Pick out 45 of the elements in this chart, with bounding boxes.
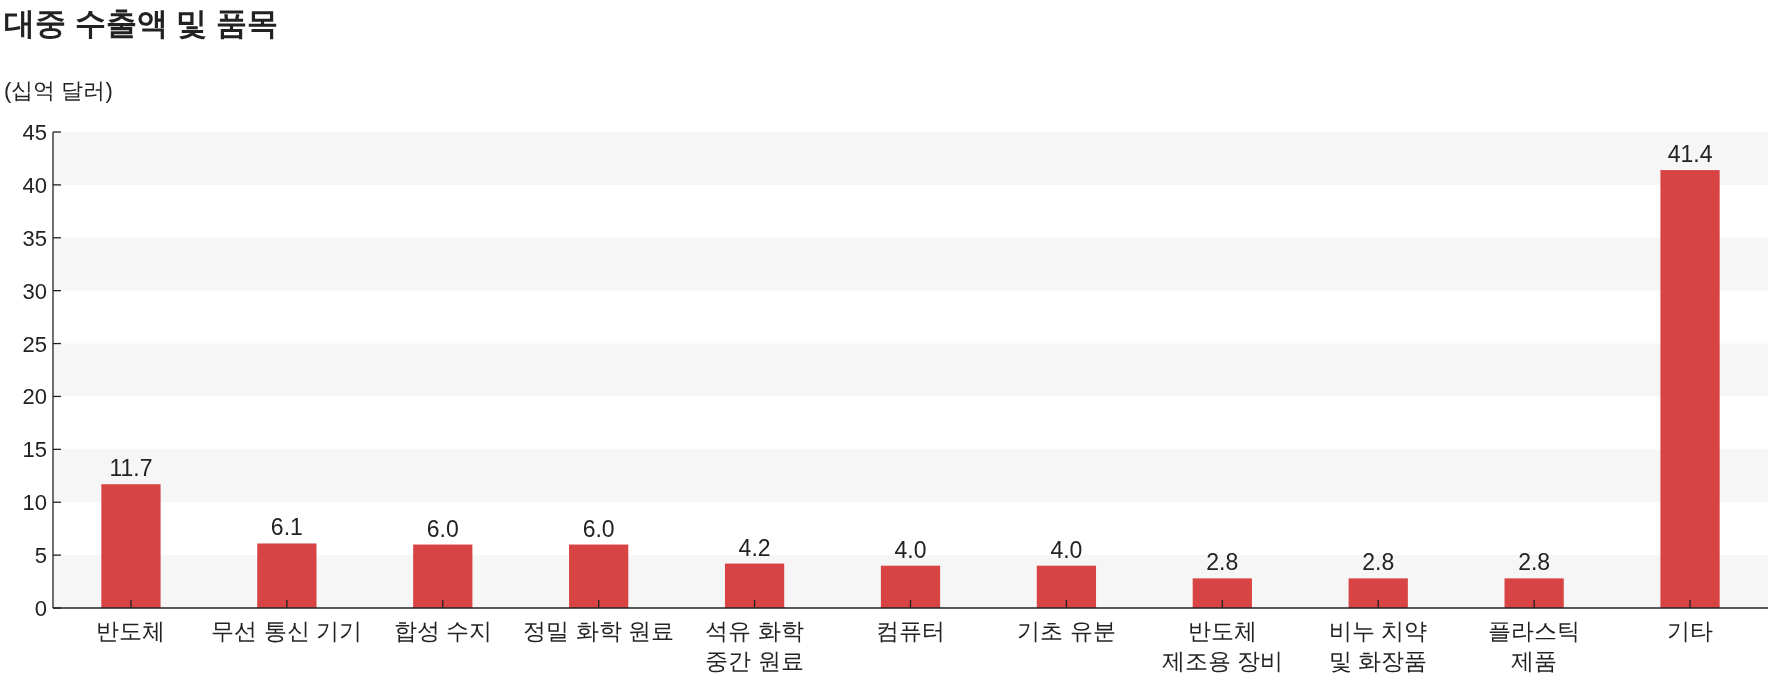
y-tick-label: 20 <box>22 384 47 410</box>
bar <box>1504 578 1564 608</box>
y-tick-label: 5 <box>34 543 47 569</box>
y-tick-label: 35 <box>22 225 47 251</box>
x-tick-label: 플라스틱 제품 <box>1488 618 1581 674</box>
bar <box>257 543 317 608</box>
data-label: 6.0 <box>426 515 459 542</box>
x-tick-label: 무선 통신 기기 <box>211 618 363 644</box>
x-tick-label: 정밀 화학 원료 <box>523 618 675 644</box>
data-label: 41.4 <box>1667 141 1713 168</box>
y-tick-label: 15 <box>22 437 47 463</box>
y-tick-label: 0 <box>34 596 47 621</box>
x-tick-label: 반도체 <box>96 618 166 644</box>
data-label: 2.8 <box>1518 549 1551 576</box>
y-tick-label: 30 <box>22 278 47 304</box>
x-tick-label: 합성 수지 <box>393 618 492 644</box>
bar <box>1348 578 1408 608</box>
bar <box>1036 565 1097 608</box>
data-label: 2.8 <box>1362 549 1395 576</box>
bar <box>101 484 161 608</box>
y-tick-label: 25 <box>22 331 47 357</box>
bar <box>880 565 941 608</box>
data-label: 4.0 <box>894 536 927 563</box>
y-tick-label: 10 <box>22 490 47 516</box>
bar <box>1192 578 1252 608</box>
x-tick-label: 반도체 제조용 장비 <box>1161 618 1284 674</box>
bar <box>724 563 785 608</box>
y-tick-label: 40 <box>22 172 47 198</box>
data-label: 11.7 <box>109 455 153 482</box>
data-label: 6.0 <box>582 515 615 542</box>
bar <box>569 544 629 608</box>
y-axis-title: (십억 달러) <box>4 78 113 103</box>
data-label: 4.0 <box>1050 536 1083 563</box>
x-tick-label: 기타 <box>1667 618 1714 644</box>
chart-title: 대중 수출액 및 품목 <box>4 6 278 41</box>
data-label: 4.2 <box>738 534 771 561</box>
bar <box>1660 170 1720 608</box>
x-tick-label: 기초 유분 <box>1017 618 1116 644</box>
x-tick-label: 석유 화학 중간 원료 <box>705 618 804 674</box>
y-tick-label: 45 <box>22 120 47 145</box>
data-label: 2.8 <box>1206 549 1239 576</box>
data-label: 6.1 <box>270 514 303 541</box>
bar <box>413 544 473 608</box>
x-tick-label: 비누 치약 및 화장품 <box>1329 618 1428 674</box>
x-tick-label: 컴퓨터 <box>876 618 945 644</box>
